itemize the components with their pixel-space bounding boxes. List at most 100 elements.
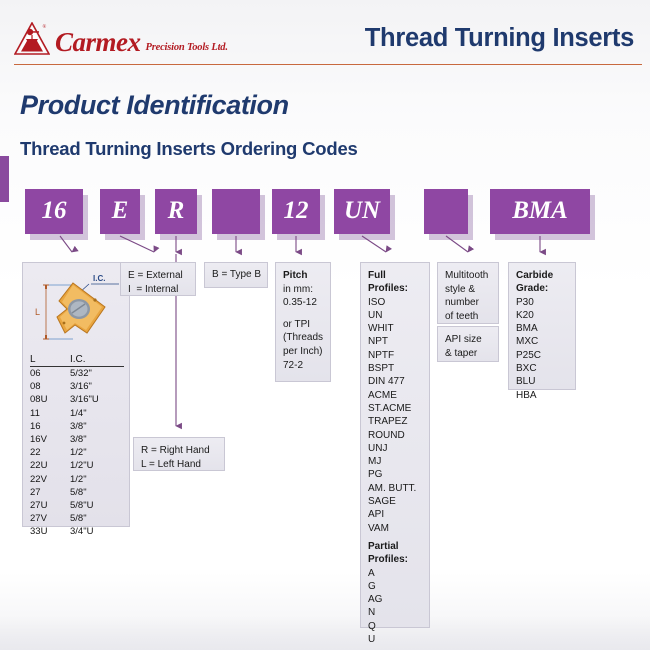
carmex-logo: ® Carmex Precision Tools Ltd.	[14, 22, 228, 56]
code-box-grade[interactable]: BMA	[490, 189, 590, 234]
thread-insert-illustration-icon: I.C. L	[35, 274, 119, 340]
code-box-type[interactable]: E	[100, 189, 140, 234]
internal-external-box: E = External I = Internal	[120, 262, 196, 296]
cell-l: 27	[30, 486, 41, 498]
brand-subtitle: Precision Tools Ltd.	[145, 41, 228, 53]
list-item: SAGE	[368, 496, 396, 508]
list-item: A	[368, 567, 375, 579]
pitch-title: Pitch	[283, 270, 308, 281]
cell-ic: 3/16"	[70, 381, 92, 393]
pitch-tpi-label: or TPI	[283, 318, 311, 330]
list-item: PG	[368, 469, 383, 481]
list-item: VAM	[368, 522, 389, 534]
list-item: NPT	[368, 336, 388, 348]
cell-ic: 5/8"	[70, 486, 87, 498]
table-row: 27V 5/8"	[30, 512, 124, 525]
left-accent-bar	[0, 156, 9, 202]
cell-l: 06	[30, 368, 41, 380]
carbide-title-1: Carbide	[516, 270, 554, 281]
partial-profiles-title-2: Profiles:	[368, 554, 409, 566]
cell-ic: 1/2"	[70, 447, 87, 459]
list-item: BMA	[516, 323, 538, 335]
list-item: Q	[368, 620, 376, 632]
code-box-multitooth[interactable]	[424, 189, 468, 234]
pitch-tpi-desc2: per Inch)	[283, 345, 323, 357]
cell-l: 08U	[30, 394, 48, 406]
cell-l: 11	[30, 407, 40, 419]
col-header-ic: I.C.	[70, 354, 124, 367]
table-row: 27U 5/8"U	[30, 499, 124, 512]
cell-ic: 5/32"	[70, 368, 92, 380]
cell-ic: 5/8"	[70, 513, 87, 525]
pitch-box: Pitch in mm: 0.35-12 or TPI (Threads per…	[275, 262, 331, 382]
partial-profiles-title-1: Partial	[368, 540, 399, 552]
pitch-mm-label: in mm:	[283, 283, 313, 295]
cell-l: 16V	[30, 434, 47, 446]
cell-l: 08	[30, 381, 41, 393]
svg-text:L: L	[35, 307, 40, 317]
list-item: AG	[368, 594, 383, 606]
page-header: ® Carmex Precision Tools Ltd. Thread Tur…	[0, 0, 650, 72]
list-item: UNJ	[368, 442, 388, 454]
table-row: 08 3/16"	[30, 380, 124, 393]
list-item: G	[368, 580, 376, 592]
table-row: 22U 1/2"U	[30, 459, 124, 472]
section-subtitle: Thread Turning Inserts Ordering Codes	[20, 138, 358, 159]
code-box-pitch[interactable]: 12	[272, 189, 320, 234]
table-row: 22V 1/2"	[30, 473, 124, 486]
cell-ic: 3/16"U	[70, 394, 99, 406]
cell-ic: 3/8"	[70, 434, 87, 446]
list-item: ACME	[368, 389, 397, 401]
cell-l: 22V	[30, 473, 47, 485]
insert-diagram-box: I.C. L	[22, 262, 130, 527]
hand-direction-box: R = Right Hand L = Left Hand	[133, 437, 225, 471]
carbide-grade-box: Carbide Grade: P30 K20 BMA MXC P25C BXC …	[508, 262, 576, 401]
list-item: AM. BUTT.	[368, 482, 417, 494]
list-item: MJ	[368, 456, 382, 468]
list-item: BSPT	[368, 363, 395, 375]
list-item: U	[368, 634, 376, 646]
table-row: 22 1/2"	[30, 446, 124, 459]
cell-l: 27V	[30, 513, 47, 525]
profiles-box: Full Profiles: ISO UN WHIT NPT NPTF BSPT…	[360, 262, 430, 645]
list-item: K20	[516, 309, 534, 321]
list-item: N	[368, 607, 376, 619]
cell-ic: 3/4"U	[70, 526, 94, 538]
multitooth-line-3: number	[445, 297, 479, 309]
multitooth-line-4: of teeth	[445, 310, 479, 322]
brand-name: Carmex	[55, 27, 141, 57]
cell-l: 22U	[30, 460, 48, 472]
list-item: BXC	[516, 363, 537, 375]
list-item: DIN 477	[368, 376, 405, 388]
pitch-tpi-desc1: (Threads	[283, 332, 324, 344]
list-item: P25C	[516, 349, 542, 361]
list-item: MXC	[516, 336, 539, 348]
api-size-line-1: API size	[445, 334, 482, 345]
size-table: L I.C. 06 5/32" 08 3/16" 08U 3/16"U 11 1/4" …	[30, 354, 124, 538]
internal-line: I = Internal	[128, 283, 179, 295]
carbide-title-2: Grade:	[516, 283, 549, 295]
left-hand-line: L = Left Hand	[141, 458, 201, 470]
code-box-style[interactable]	[212, 189, 260, 234]
code-box-profile[interactable]: UN	[334, 189, 390, 234]
list-item: UN	[368, 309, 383, 321]
cell-l: 16	[30, 420, 41, 432]
table-row: 27 5/8"	[30, 486, 124, 499]
list-item: NPTF	[368, 349, 395, 361]
multitooth-line-1: Multitooth	[445, 270, 489, 281]
external-line: E = External	[128, 270, 183, 281]
multitooth-line-2: style &	[445, 283, 476, 295]
section-title: Product Identification	[20, 90, 289, 120]
type-b-box: B = Type B	[204, 262, 268, 288]
list-item: TRAPEZ	[368, 416, 408, 428]
list-item: WHIT	[368, 323, 394, 335]
cell-ic: 3/8"	[70, 420, 87, 432]
right-hand-line: R = Right Hand	[141, 445, 210, 456]
cell-ic: 5/8"U	[70, 499, 94, 511]
list-item: ISO	[368, 296, 386, 308]
cell-l: 27U	[30, 499, 48, 511]
table-row: 16 3/8"	[30, 420, 124, 433]
code-box-hand[interactable]: R	[155, 189, 197, 234]
type-b-line: B = Type B	[212, 269, 262, 281]
code-box-size[interactable]: 16	[25, 189, 83, 234]
